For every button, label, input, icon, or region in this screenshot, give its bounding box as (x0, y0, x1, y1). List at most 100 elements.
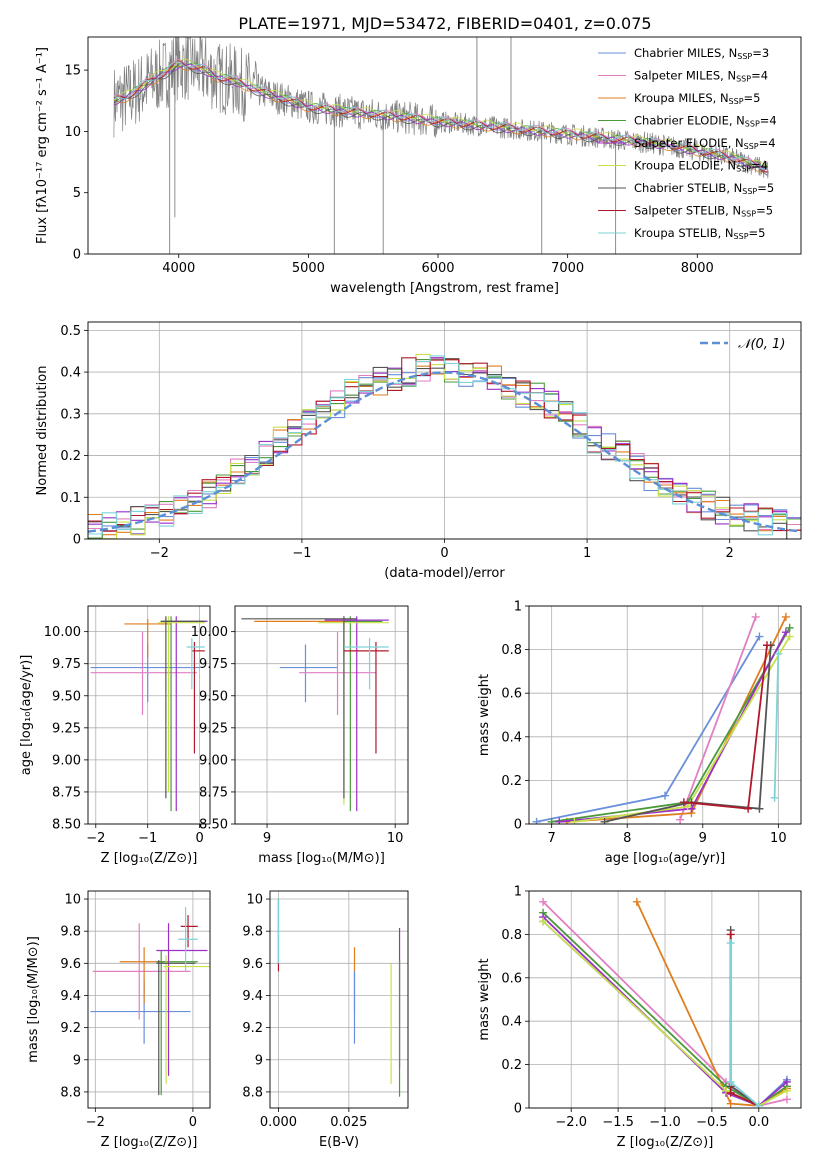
y-tick-label: 9.00 (52, 753, 81, 768)
y-tick-label: 8.50 (199, 818, 228, 833)
weight-point-marker (726, 930, 735, 939)
weight-series-4 (559, 631, 787, 823)
x-axis-label: Z [log₁₀(Z/Z⊙)] (101, 851, 198, 866)
x-axis-label: age [log₁₀(age/yr)] (605, 851, 726, 866)
weight-point-marker (721, 1086, 730, 1095)
x-tick-label: −1 (138, 831, 157, 846)
y-tick-label: 0.4 (501, 730, 522, 745)
weight-point-marker (751, 612, 760, 621)
weight-series-8 (729, 943, 760, 1107)
x-tick-label: 5000 (292, 261, 325, 276)
legend-entry-normal: 𝒩(0, 1) (738, 337, 785, 352)
x-tick-label: 0 (189, 1115, 197, 1130)
x-tick-label: −1.5 (602, 1115, 634, 1130)
x-tick-label: 0 (440, 546, 448, 561)
x-axis-label: wavelength [Angstrom, rest frame] (330, 281, 559, 296)
model-spectrum-6 (113, 63, 768, 176)
y-axis-label: mass weight (477, 958, 492, 1040)
z_vs_weight-panel: −2.0 −1.5 −1.0 −0.5 0.0 0 0.2 0.4 0.6 0.8 1 Z [log₁… (477, 885, 802, 1150)
weight-point-marker (532, 817, 541, 824)
axes-frame (87, 605, 211, 825)
weight-series-2 (636, 901, 788, 1107)
weight-series-7 (729, 934, 760, 1107)
weight-point-marker (770, 793, 779, 802)
axes-frame (269, 890, 409, 1109)
y-tick-label: 9.4 (60, 989, 81, 1004)
axes-frame (87, 890, 211, 1109)
y-tick-label: 9.00 (199, 753, 228, 768)
x-tick-label: −1.0 (649, 1115, 681, 1130)
y-tick-label: 9.2 (242, 1021, 263, 1036)
weight-point-marker (782, 1077, 791, 1086)
y-tick-label: 10 (64, 893, 81, 908)
y-tick-label: 9.75 (52, 657, 81, 672)
weight-point-marker (539, 897, 548, 906)
residual-legend: 𝒩(0, 1) (700, 337, 785, 352)
y-tick-label: 9.25 (52, 721, 81, 736)
x-tick-label: 8000 (681, 261, 714, 276)
y-tick-label: 0 (514, 1102, 522, 1117)
y-tick-label: 10.00 (191, 625, 228, 640)
y-tick-label: 0.2 (60, 449, 81, 464)
weight-point-marker (755, 804, 764, 813)
y-tick-label: 10 (246, 893, 263, 908)
x-tick-label: −2 (150, 546, 169, 561)
x-tick-label: 9 (699, 831, 707, 846)
weight-point-marker (726, 939, 735, 948)
y-tick-label: 0.4 (60, 366, 81, 381)
x-tick-label: 7000 (551, 261, 584, 276)
weight-point-marker (726, 1088, 735, 1097)
weight-series-0 (536, 636, 761, 823)
weight-point-marker (785, 623, 794, 632)
y-tick-label: 0.8 (501, 643, 522, 658)
axes-frame (234, 605, 409, 825)
y-tick-label: 9.6 (242, 957, 263, 972)
y-tick-label: 0.5 (60, 324, 81, 339)
model-spectrum-8 (113, 61, 768, 170)
weight-series-1 (679, 616, 757, 820)
x-tick-label: 6000 (421, 261, 454, 276)
y-tick-label: 0.3 (60, 407, 81, 422)
residuals-plot-area (88, 353, 801, 539)
mass_vs_age-panel: 9 10 8.50 8.75 9.00 9.25 9.50 9.75 10.00 mass [lo… (191, 605, 409, 866)
y-tick-label: 9.75 (199, 657, 228, 672)
x-tick-label: 0 (195, 831, 203, 846)
spectrum-plot-area (113, 37, 769, 254)
legend-entry-7: Salpeter STELIB, NSSP=5 (634, 204, 773, 219)
y-tick-label: 9.2 (60, 1021, 81, 1036)
residuals-panel: −2 −1 0 1 2 0 0.1 0.2 0.3 0.4 0.5 (data-model)/erro… (35, 321, 802, 581)
x-tick-label: 0.025 (330, 1115, 367, 1130)
y-tick-label: 10.00 (44, 625, 81, 640)
weight-point-marker (755, 632, 764, 641)
y-tick-label: 9.25 (199, 721, 228, 736)
legend-entry-1: Salpeter MILES, NSSP=4 (634, 69, 768, 84)
normal-distribution-curve (88, 371, 801, 533)
weight-point-marker (661, 791, 669, 800)
legend-entry-2: Kroupa MILES, NSSP=5 (634, 91, 760, 106)
y-axis-label: Flux [fλ10⁻¹⁷ erg cm⁻² s⁻¹ A⁻¹] (35, 47, 50, 244)
x-tick-label: 9 (263, 831, 271, 846)
weight-point-marker (555, 817, 564, 824)
legend-entry-3: Chabrier ELODIE, NSSP=4 (634, 114, 777, 129)
legend-entry-0: Chabrier MILES, NSSP=3 (634, 46, 769, 61)
x-tick-label: 10 (770, 831, 787, 846)
weight-point-marker (726, 1099, 735, 1108)
y-axis-label: mass weight (477, 674, 492, 756)
weight-point-marker (781, 612, 790, 621)
weight-series-7 (683, 645, 768, 810)
weight-point-marker (676, 815, 685, 824)
x-tick-label: −1 (292, 546, 311, 561)
x-axis-label: mass [log₁₀(M/M⊙)] (258, 851, 385, 866)
weight-point-marker (754, 1101, 763, 1108)
legend-entry-4: Salpeter ELODIE, NSSP=4 (634, 136, 776, 151)
y-tick-label: 0.1 (60, 491, 81, 506)
spectrum-legend: Chabrier MILES, NSSP=3 Salpeter MILES, NS… (598, 46, 777, 241)
y-tick-label: 10 (64, 125, 81, 140)
y-tick-label: 0 (514, 818, 522, 833)
y-tick-label: 1 (514, 885, 522, 900)
axes-frame (87, 36, 802, 255)
weight-point-marker (600, 817, 609, 824)
y-tick-label: 9.50 (199, 689, 228, 704)
x-axis-label: (data-model)/error (384, 566, 505, 581)
